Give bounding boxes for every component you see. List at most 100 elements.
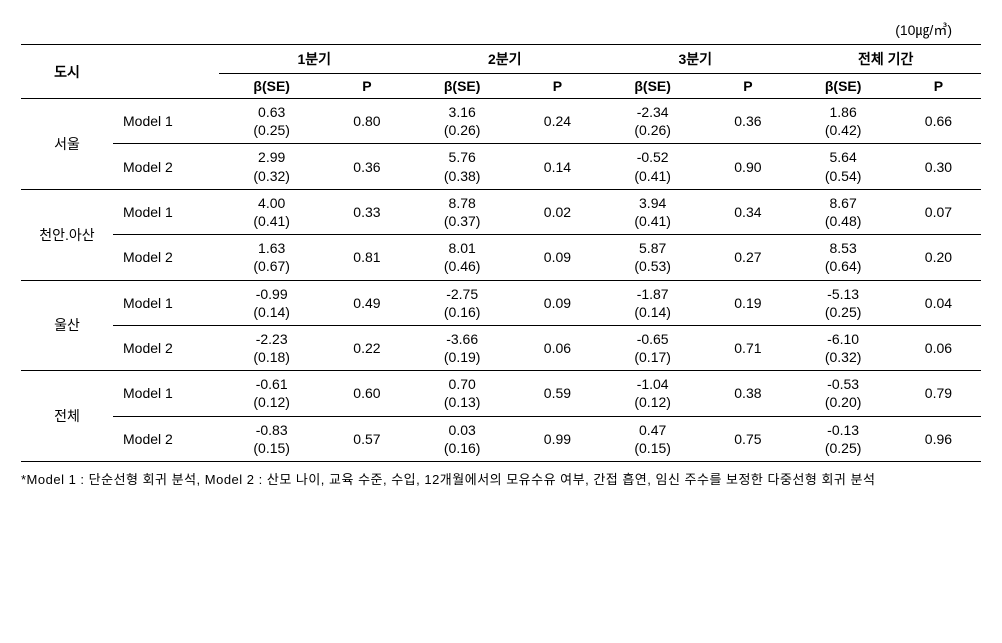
beta-cell: 8.01(0.46): [409, 235, 514, 280]
city-cell: 천안.아산: [21, 189, 113, 280]
p-cell: 0.79: [896, 371, 981, 416]
model-cell: Model 1: [113, 99, 219, 144]
p-cell: 0.20: [896, 235, 981, 280]
p-cell: 0.36: [324, 144, 409, 189]
col-header-full-p: P: [896, 74, 981, 99]
model-cell: Model 2: [113, 416, 219, 461]
footnote: *Model 1 : 단순선형 회귀 분석, Model 2 : 산모 나이, …: [21, 470, 981, 491]
p-cell: 0.59: [515, 371, 600, 416]
col-header-q2-beta: β(SE): [409, 74, 514, 99]
p-cell: 0.22: [324, 325, 409, 370]
model-cell: Model 2: [113, 144, 219, 189]
col-header-q2: 2분기: [409, 45, 599, 74]
model-cell: Model 1: [113, 189, 219, 234]
regression-table: 도시 1분기 2분기 3분기 전체 기간 β(SE) P β(SE) P β(S…: [21, 44, 981, 462]
p-cell: 0.57: [324, 416, 409, 461]
p-cell: 0.14: [515, 144, 600, 189]
beta-cell: 0.63(0.25): [219, 99, 324, 144]
beta-cell: 1.63(0.67): [219, 235, 324, 280]
col-header-full-beta: β(SE): [790, 74, 895, 99]
beta-cell: 5.76(0.38): [409, 144, 514, 189]
p-cell: 0.24: [515, 99, 600, 144]
p-cell: 0.34: [705, 189, 790, 234]
p-cell: 0.09: [515, 280, 600, 325]
p-cell: 0.71: [705, 325, 790, 370]
p-cell: 0.19: [705, 280, 790, 325]
p-cell: 0.07: [896, 189, 981, 234]
beta-cell: 8.53(0.64): [790, 235, 895, 280]
table-row: 서울Model 10.63(0.25)0.803.16(0.26)0.24-2.…: [21, 99, 981, 144]
col-header-city: 도시: [21, 45, 113, 99]
beta-cell: 3.16(0.26): [409, 99, 514, 144]
beta-cell: -2.34(0.26): [600, 99, 705, 144]
p-cell: 0.09: [515, 235, 600, 280]
beta-cell: -0.52(0.41): [600, 144, 705, 189]
col-header-q3-beta: β(SE): [600, 74, 705, 99]
p-cell: 0.06: [515, 325, 600, 370]
beta-cell: -0.65(0.17): [600, 325, 705, 370]
p-cell: 0.80: [324, 99, 409, 144]
table-row: 전체Model 1-0.61(0.12)0.600.70(0.13)0.59-1…: [21, 371, 981, 416]
beta-cell: -0.99(0.14): [219, 280, 324, 325]
model-cell: Model 1: [113, 280, 219, 325]
p-cell: 0.60: [324, 371, 409, 416]
p-cell: 0.06: [896, 325, 981, 370]
beta-cell: -5.13(0.25): [790, 280, 895, 325]
p-cell: 0.81: [324, 235, 409, 280]
p-cell: 0.38: [705, 371, 790, 416]
p-cell: 0.66: [896, 99, 981, 144]
col-header-model-blank: [113, 45, 219, 99]
table-row: 울산Model 1-0.99(0.14)0.49-2.75(0.16)0.09-…: [21, 280, 981, 325]
beta-cell: 3.94(0.41): [600, 189, 705, 234]
beta-cell: -2.23(0.18): [219, 325, 324, 370]
city-cell: 울산: [21, 280, 113, 371]
p-cell: 0.96: [896, 416, 981, 461]
beta-cell: 5.87(0.53): [600, 235, 705, 280]
p-cell: 0.49: [324, 280, 409, 325]
beta-cell: -1.87(0.14): [600, 280, 705, 325]
beta-cell: 4.00(0.41): [219, 189, 324, 234]
table-row: Model 2-2.23(0.18)0.22-3.66(0.19)0.06-0.…: [21, 325, 981, 370]
col-header-q1-beta: β(SE): [219, 74, 324, 99]
model-cell: Model 1: [113, 371, 219, 416]
beta-cell: 0.70(0.13): [409, 371, 514, 416]
beta-cell: -1.04(0.12): [600, 371, 705, 416]
beta-cell: -0.61(0.12): [219, 371, 324, 416]
col-header-q1: 1분기: [219, 45, 409, 74]
p-cell: 0.33: [324, 189, 409, 234]
p-cell: 0.02: [515, 189, 600, 234]
beta-cell: -0.13(0.25): [790, 416, 895, 461]
beta-cell: 8.78(0.37): [409, 189, 514, 234]
col-header-q1-p: P: [324, 74, 409, 99]
city-cell: 서울: [21, 99, 113, 190]
col-header-q2-p: P: [515, 74, 600, 99]
table-header-row-1: 도시 1분기 2분기 3분기 전체 기간: [21, 45, 981, 74]
beta-cell: -2.75(0.16): [409, 280, 514, 325]
table-row: Model 21.63(0.67)0.818.01(0.46)0.095.87(…: [21, 235, 981, 280]
table-row: Model 2-0.83(0.15)0.570.03(0.16)0.990.47…: [21, 416, 981, 461]
beta-cell: -0.53(0.20): [790, 371, 895, 416]
col-header-q3-p: P: [705, 74, 790, 99]
model-cell: Model 2: [113, 235, 219, 280]
beta-cell: -6.10(0.32): [790, 325, 895, 370]
beta-cell: 0.47(0.15): [600, 416, 705, 461]
table-row: Model 22.99(0.32)0.365.76(0.38)0.14-0.52…: [21, 144, 981, 189]
p-cell: 0.99: [515, 416, 600, 461]
beta-cell: 2.99(0.32): [219, 144, 324, 189]
p-cell: 0.90: [705, 144, 790, 189]
unit-label: (10㎍/㎥): [20, 20, 982, 40]
beta-cell: 8.67(0.48): [790, 189, 895, 234]
beta-cell: 0.03(0.16): [409, 416, 514, 461]
beta-cell: -0.83(0.15): [219, 416, 324, 461]
p-cell: 0.04: [896, 280, 981, 325]
col-header-full: 전체 기간: [790, 45, 981, 74]
p-cell: 0.30: [896, 144, 981, 189]
col-header-q3: 3분기: [600, 45, 790, 74]
city-cell: 전체: [21, 371, 113, 462]
table-row: 천안.아산Model 14.00(0.41)0.338.78(0.37)0.02…: [21, 189, 981, 234]
beta-cell: 1.86(0.42): [790, 99, 895, 144]
model-cell: Model 2: [113, 325, 219, 370]
beta-cell: -3.66(0.19): [409, 325, 514, 370]
p-cell: 0.27: [705, 235, 790, 280]
p-cell: 0.36: [705, 99, 790, 144]
